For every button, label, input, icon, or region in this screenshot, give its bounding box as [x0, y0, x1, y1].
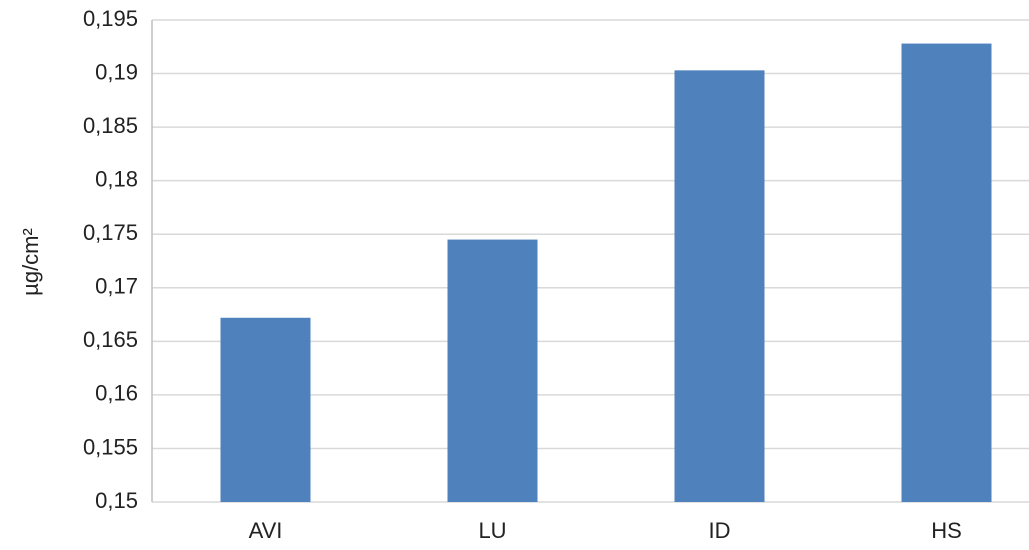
y-tick-label: 0,15 — [95, 488, 138, 513]
y-tick-label: 0,16 — [95, 381, 138, 406]
y-tick-label: 0,155 — [83, 434, 138, 459]
y-tick-label: 0,18 — [95, 166, 138, 191]
y-tick-label: 0,185 — [83, 113, 138, 138]
x-tick-label: LU — [478, 518, 506, 543]
y-tick-label: 0,175 — [83, 220, 138, 245]
x-tick-label: ID — [709, 518, 731, 543]
bar — [674, 70, 765, 502]
y-tick-label: 0,165 — [83, 327, 138, 352]
bar — [447, 239, 538, 503]
x-tick-label: HS — [931, 518, 962, 543]
x-tick-label: AVI — [249, 518, 283, 543]
y-axis-label: µg/cm² — [18, 228, 43, 296]
y-tick-label: 0,17 — [95, 274, 138, 299]
bar — [220, 317, 311, 502]
y-tick-label: 0,19 — [95, 59, 138, 84]
y-tick-label: 0,195 — [83, 6, 138, 31]
bar — [901, 43, 992, 502]
